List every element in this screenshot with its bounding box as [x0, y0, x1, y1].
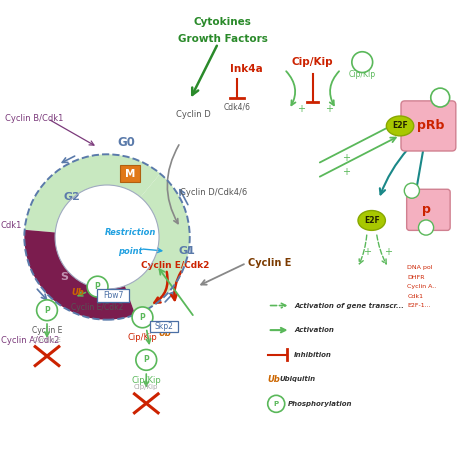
Text: Fbw7: Fbw7 — [103, 291, 123, 300]
Circle shape — [87, 276, 108, 297]
Text: Cyclin E: Cyclin E — [248, 258, 292, 268]
Text: +: + — [384, 247, 392, 257]
Circle shape — [132, 307, 153, 328]
Text: Cyclin E: Cyclin E — [32, 326, 62, 335]
Text: P: P — [410, 188, 414, 193]
FancyBboxPatch shape — [407, 189, 450, 230]
Wedge shape — [125, 173, 190, 315]
Text: P: P — [438, 95, 443, 100]
Text: Phosphorylation: Phosphorylation — [288, 401, 352, 407]
Circle shape — [36, 300, 57, 320]
Text: P: P — [359, 58, 365, 67]
Circle shape — [268, 395, 285, 412]
Text: Cyclin D/Cdk4/6: Cyclin D/Cdk4/6 — [180, 188, 247, 197]
Text: Cyclin A..: Cyclin A.. — [407, 284, 437, 289]
Text: Ub: Ub — [159, 329, 172, 338]
Text: E2F: E2F — [364, 216, 380, 225]
Text: Cyclin E/Cdk2: Cyclin E/Cdk2 — [72, 303, 124, 312]
Text: Growth Factors: Growth Factors — [178, 34, 268, 44]
Text: +: + — [297, 104, 305, 114]
Text: P: P — [273, 401, 279, 407]
Text: Cip/Kip: Cip/Kip — [134, 384, 158, 390]
Text: P: P — [140, 313, 146, 322]
FancyBboxPatch shape — [97, 290, 129, 302]
Circle shape — [431, 88, 450, 107]
Text: Restriction: Restriction — [105, 228, 156, 237]
Text: point: point — [118, 246, 143, 255]
Text: Cyclin A/Cdk2: Cyclin A/Cdk2 — [0, 337, 59, 346]
FancyBboxPatch shape — [150, 321, 178, 332]
Text: M: M — [125, 169, 135, 179]
Circle shape — [404, 183, 419, 198]
Text: Cyclin E/Cdk2: Cyclin E/Cdk2 — [141, 261, 210, 270]
Text: Cyclin B/Cdk1: Cyclin B/Cdk1 — [5, 114, 64, 123]
Text: Cip/Kip: Cip/Kip — [131, 376, 161, 385]
Text: Ink4a: Ink4a — [230, 64, 263, 74]
Text: Cyclin D: Cyclin D — [175, 109, 210, 118]
Text: G0: G0 — [117, 136, 135, 149]
Text: Cip/Klp: Cip/Klp — [349, 71, 376, 79]
Text: Cdk1: Cdk1 — [407, 293, 423, 299]
Text: +: + — [363, 247, 371, 257]
Text: DHFR: DHFR — [407, 274, 425, 280]
Text: Ub: Ub — [72, 288, 84, 297]
Text: +: + — [325, 104, 333, 114]
Text: Cip/Kip: Cip/Kip — [292, 57, 333, 67]
Text: G1: G1 — [179, 246, 196, 256]
Text: P: P — [424, 225, 428, 230]
Text: P: P — [143, 356, 149, 365]
Text: Cytokines: Cytokines — [194, 17, 252, 27]
Text: P: P — [95, 282, 100, 291]
Text: S: S — [61, 272, 69, 282]
Text: Activation of gene transcr...: Activation of gene transcr... — [294, 302, 404, 309]
Text: E2F-1...: E2F-1... — [407, 303, 431, 308]
Text: pRb: pRb — [417, 119, 445, 132]
Text: E2F: E2F — [392, 121, 408, 130]
Text: Ubiquitin: Ubiquitin — [280, 376, 316, 383]
Text: p: p — [421, 203, 430, 216]
Text: +: + — [342, 153, 350, 163]
Wedge shape — [107, 155, 160, 197]
Text: Cip/Kip: Cip/Kip — [128, 333, 157, 342]
Circle shape — [419, 220, 434, 235]
Circle shape — [352, 52, 373, 73]
Text: Ub: Ub — [268, 375, 281, 384]
FancyBboxPatch shape — [401, 101, 456, 151]
Text: +: + — [342, 167, 350, 177]
Text: Activation: Activation — [294, 327, 334, 333]
Wedge shape — [25, 155, 107, 232]
Wedge shape — [24, 230, 135, 319]
Ellipse shape — [358, 210, 385, 230]
Text: P: P — [44, 306, 50, 315]
Circle shape — [136, 349, 156, 370]
Text: Cdk4/6: Cdk4/6 — [224, 102, 250, 111]
Text: Cdk1: Cdk1 — [0, 221, 22, 230]
FancyBboxPatch shape — [119, 165, 140, 182]
Text: Inhibition: Inhibition — [294, 352, 332, 358]
Ellipse shape — [386, 116, 414, 136]
Text: G2: G2 — [63, 192, 80, 202]
Text: DNA pol: DNA pol — [407, 265, 433, 270]
Text: Skp2: Skp2 — [155, 322, 173, 331]
Text: Cyclin E: Cyclin E — [33, 337, 61, 343]
